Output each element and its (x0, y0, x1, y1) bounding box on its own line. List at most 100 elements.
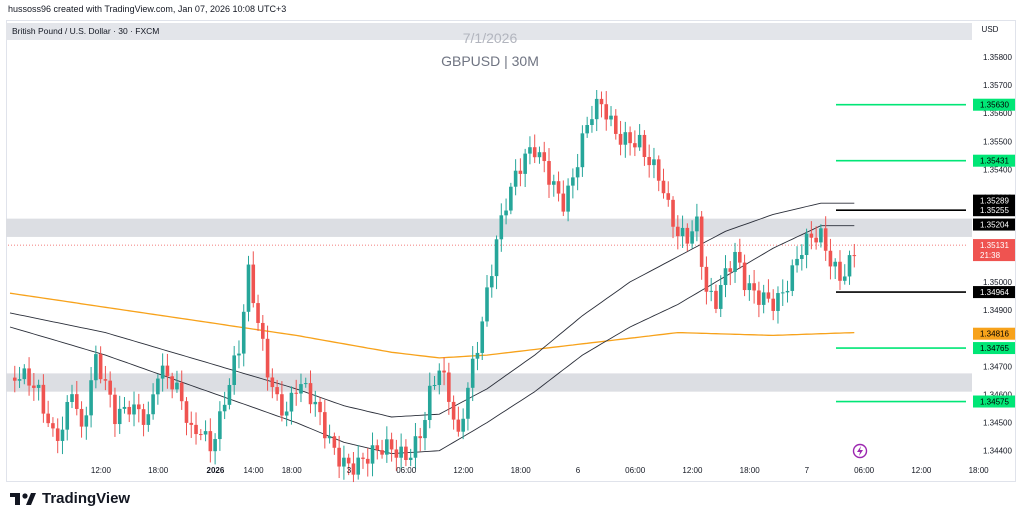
candle-body (742, 262, 747, 291)
candle-body (370, 445, 375, 464)
x-axis-tick: 06:00 (854, 466, 875, 475)
candle-body (427, 385, 432, 421)
x-axis-tick: 12:00 (911, 466, 932, 475)
candle-body (94, 354, 98, 381)
candle-body (661, 180, 666, 194)
candle-body (685, 227, 690, 244)
candle-body (833, 261, 838, 267)
candle-body (585, 124, 589, 134)
candle-body (413, 436, 418, 458)
x-axis-tick: 18:00 (969, 466, 990, 475)
candle-body (184, 401, 189, 423)
x-axis-tick: 12:00 (682, 466, 703, 475)
candle-body (580, 133, 585, 168)
x-axis-tick: 2026 (207, 466, 225, 475)
candle-body (656, 159, 661, 181)
candle-body (852, 255, 857, 257)
price-label-current (973, 239, 1015, 262)
candle-body (227, 384, 232, 405)
candle-body (494, 239, 499, 277)
candle-body (337, 447, 341, 467)
price-label-text: 1.35255 (980, 206, 1009, 215)
tradingview-logo-text: TradingView (42, 490, 131, 507)
candle-body (399, 446, 403, 458)
candle-body (447, 372, 451, 402)
chart-frame (6, 20, 1016, 482)
candle-body (609, 115, 613, 120)
symbol-title: British Pound / U.S. Dollar · 30 · FXCM (12, 26, 159, 36)
candle-body (313, 401, 318, 405)
y-axis-tick: 1.34400 (983, 447, 1012, 456)
currency-button[interactable]: USD (981, 25, 999, 34)
candle-body (194, 424, 198, 435)
candle-body (623, 132, 628, 145)
candle-body (70, 394, 74, 402)
candle-body (561, 193, 566, 212)
watermark-date: 7/1/2026 (463, 30, 518, 46)
y-axis-tick: 1.34600 (983, 390, 1012, 399)
candle-body (714, 290, 718, 309)
ma-orange-line (9, 292, 855, 359)
alert-icon[interactable] (852, 443, 868, 459)
candle-body (299, 384, 303, 394)
candle-body (327, 436, 332, 439)
candle-body (785, 290, 790, 293)
candle-body (456, 419, 461, 432)
candle-body (113, 394, 117, 425)
candle-body (757, 290, 761, 305)
price-label-text: 1.35630 (980, 101, 1009, 110)
price-label-green (973, 395, 1015, 408)
candle-body (55, 428, 60, 441)
candle-body (647, 157, 651, 166)
candle-body (146, 414, 151, 425)
candle-body (156, 378, 160, 395)
candle-body (237, 353, 241, 356)
candle-body (151, 394, 155, 415)
candle-body (389, 439, 394, 450)
candle-body (256, 303, 260, 323)
price-label-text: 1.35204 (980, 221, 1009, 230)
candle-body (241, 311, 246, 354)
candle-body (523, 153, 527, 174)
candle-body (199, 434, 203, 436)
symbol-bar (6, 23, 972, 40)
candle-body (404, 446, 408, 460)
band-upper-line (9, 202, 855, 418)
y-axis-tick: 1.35700 (983, 81, 1012, 90)
candle-body (690, 231, 694, 244)
candle-body (232, 355, 236, 385)
price-label-text: 1.35131 (980, 241, 1009, 250)
x-axis-tick: 18:00 (511, 466, 532, 475)
candle-body (189, 422, 194, 425)
candle-body (41, 384, 46, 414)
candle-body (800, 255, 804, 259)
candle-body (323, 412, 327, 439)
candle-body (98, 354, 103, 380)
x-axis-tick: 6 (576, 466, 581, 475)
candle-body (375, 445, 380, 451)
candle-body (728, 268, 733, 272)
support-resistance-zone (6, 218, 972, 237)
x-axis-tick: 06:00 (625, 466, 646, 475)
candle-body (141, 409, 146, 425)
candle-body (489, 276, 494, 288)
candle-body (213, 439, 217, 452)
candle-body (275, 387, 279, 395)
candle-body (547, 161, 551, 185)
candle-body (136, 404, 141, 410)
candle-body (423, 420, 427, 439)
candle-body (652, 159, 656, 166)
candle-body (819, 228, 823, 243)
candle-body (480, 321, 485, 353)
candle-body (65, 401, 70, 430)
candle-body (32, 385, 36, 388)
tradingview-logo: TradingView (10, 490, 130, 507)
x-axis-tick: 18:00 (148, 466, 169, 475)
candle-body (385, 439, 389, 455)
candle-body (551, 181, 556, 185)
candle-body (408, 457, 413, 460)
candle-body (222, 404, 227, 412)
price-label-green (973, 98, 1015, 111)
candle-body (704, 266, 709, 292)
